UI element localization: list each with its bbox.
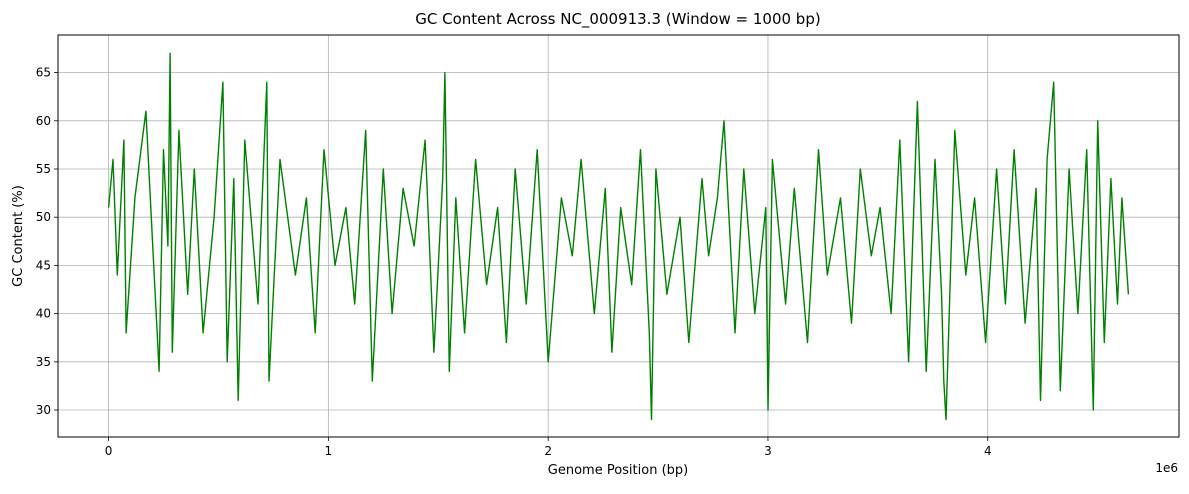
x-tick-label: 2	[544, 444, 552, 458]
gc-content-line	[107, 52, 1130, 421]
grid-lines	[58, 35, 1179, 437]
y-tick-label: 65	[36, 66, 51, 80]
x-axis-ticks: 0 1 2 3 4	[105, 437, 992, 458]
chart-title: GC Content Across NC_000913.3 (Window = …	[415, 10, 820, 29]
y-tick-label: 45	[36, 258, 51, 272]
x-axis-label: Genome Position (bp)	[548, 463, 688, 478]
plot-frame	[57, 34, 1180, 438]
x-tick-label: 0	[105, 444, 113, 458]
y-axis-label: GC Content (%)	[11, 185, 26, 287]
y-tick-label: 60	[36, 114, 51, 128]
x-tick-label: 4	[984, 444, 992, 458]
y-tick-label: 40	[36, 307, 51, 321]
data-line-group	[107, 52, 1130, 421]
y-tick-label: 50	[36, 210, 51, 224]
x-tick-label: 3	[764, 444, 772, 458]
x-tick-label: 1	[325, 444, 333, 458]
x-offset-text: 1e6	[1155, 461, 1178, 475]
y-tick-label: 30	[36, 403, 51, 417]
y-tick-label: 35	[36, 355, 51, 369]
y-axis-ticks: 30 35 40 45 50 55 60 65	[36, 66, 58, 417]
y-tick-label: 55	[36, 162, 51, 176]
